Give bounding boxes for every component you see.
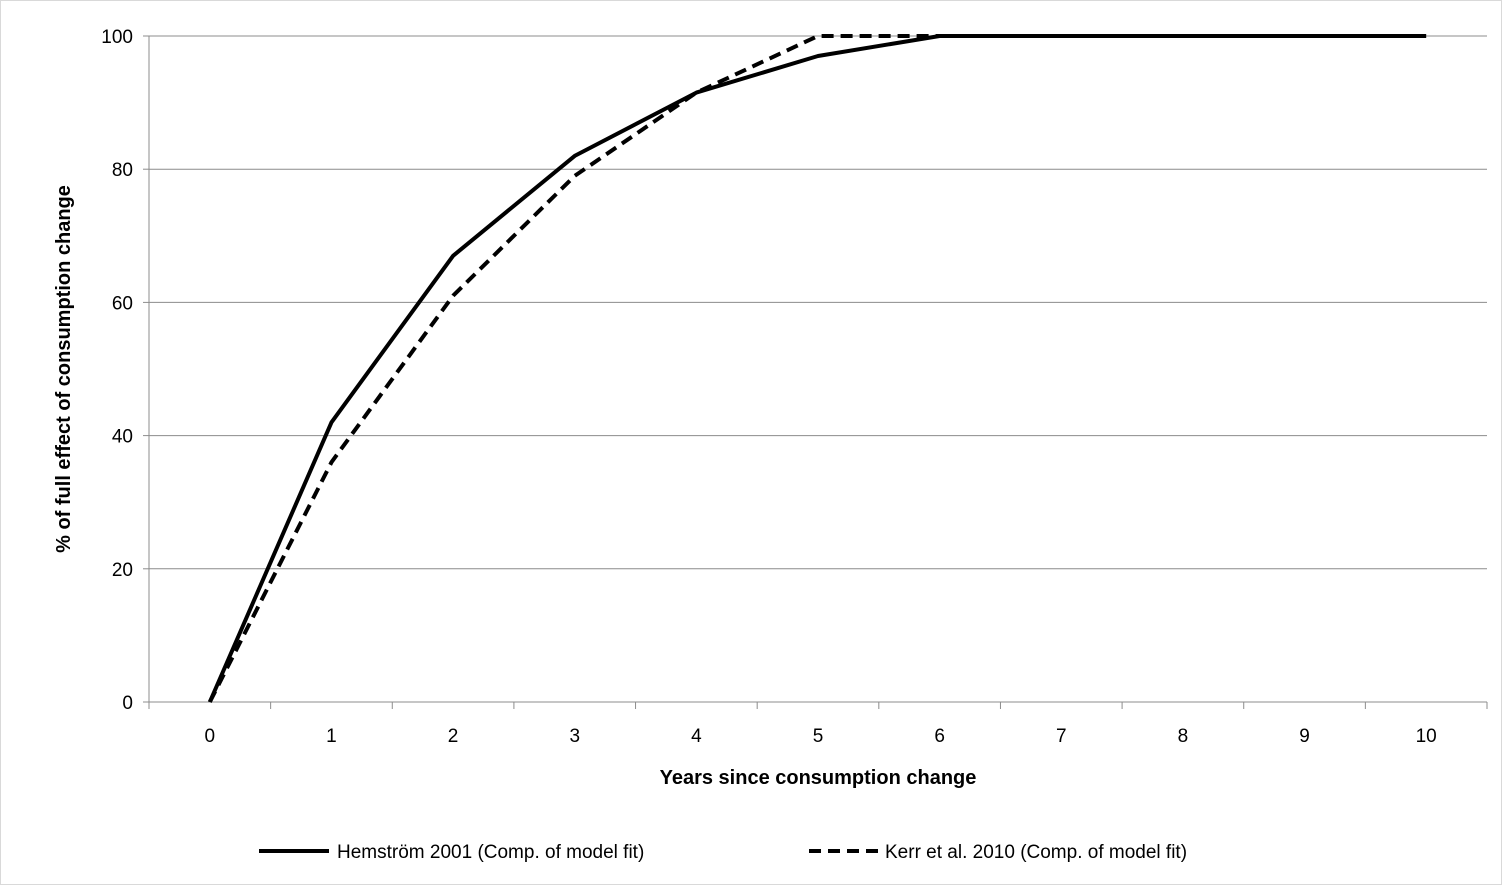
- x-tick-label: 10: [1416, 726, 1437, 747]
- x-tick-label: 2: [448, 726, 459, 747]
- series-lines: [207, 34, 1427, 703]
- x-tick-label: 0: [205, 726, 216, 747]
- x-tick-label: 6: [934, 726, 945, 747]
- y-tick-label: 80: [112, 160, 133, 181]
- x-tick-label: 9: [1299, 726, 1310, 747]
- legend: Hemström 2001 (Comp. of model fit) Kerr e…: [259, 842, 1187, 863]
- y-tick-label: 40: [112, 427, 133, 448]
- y-axis-ticks: 0 20 40 60 80 100: [101, 27, 149, 714]
- x-tick-label: 7: [1056, 726, 1067, 747]
- y-tick-label: 20: [112, 560, 133, 581]
- x-tick-label: 3: [569, 726, 580, 747]
- y-axis-title: % of full effect of consumption change: [53, 185, 75, 553]
- series-line-2: [208, 34, 1427, 703]
- x-tick-label: 4: [691, 726, 702, 747]
- y-tick-label: 60: [112, 293, 133, 314]
- legend-label-1: Hemström 2001 (Comp. of model fit): [337, 842, 644, 863]
- legend-label-2: Kerr et al. 2010 (Comp. of model fit): [885, 842, 1187, 863]
- x-tick-label: 1: [326, 726, 337, 747]
- y-tick-label: 0: [122, 693, 133, 714]
- x-axis-ticks: 0 1 2 3 4 5 6 7 8 9 10: [148, 702, 1488, 747]
- x-tick-label: 8: [1178, 726, 1189, 747]
- series-line-1: [207, 34, 1427, 703]
- y-tick-label: 100: [101, 27, 133, 48]
- x-tick-label: 5: [813, 726, 824, 747]
- x-axis-title: Years since consumption change: [660, 767, 977, 789]
- gridlines: [149, 35, 1487, 570]
- axes: [148, 36, 1487, 703]
